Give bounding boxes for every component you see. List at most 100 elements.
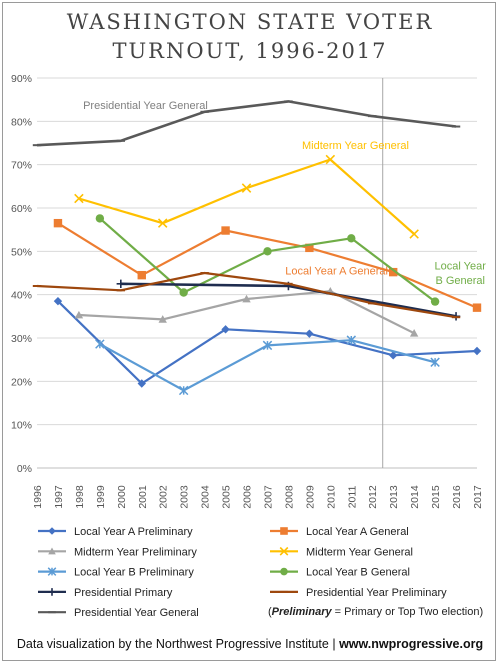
data-point-marker xyxy=(241,183,252,193)
legend-note-emph: Preliminary xyxy=(272,606,333,618)
x-tick-label: 2010 xyxy=(325,485,337,509)
legend-label: Local Year A General xyxy=(306,526,409,538)
data-point-marker xyxy=(262,340,273,351)
chart-title-line-2: TURNOUT, 1996-2017 xyxy=(112,39,388,63)
data-point-marker xyxy=(388,267,398,277)
x-tick-label: 2013 xyxy=(388,485,400,509)
data-point-marker xyxy=(279,546,289,556)
chart-title-line-1: WASHINGTON STATE VOTER xyxy=(66,10,434,34)
y-tick-label: 90% xyxy=(11,73,32,85)
data-point-marker xyxy=(430,357,440,367)
legend-entry: Local Year A General xyxy=(270,526,409,538)
x-tick-label: 2005 xyxy=(221,485,233,509)
annotation-label: Local Year A General xyxy=(285,265,388,277)
footer-site-link[interactable]: www.nwprogressive.org xyxy=(339,637,484,651)
series-local-year-b-general xyxy=(95,214,440,306)
legend-label: Midterm Year Preliminary xyxy=(74,546,197,558)
series-presidential-primary xyxy=(116,279,461,321)
series-presidential-year-preliminary xyxy=(32,271,461,319)
annotation-label: B General xyxy=(435,275,485,287)
legend-label: Midterm Year General xyxy=(306,546,413,558)
data-point-marker xyxy=(53,218,63,228)
x-tick-label: 2000 xyxy=(116,485,128,509)
x-tick-label: 2011 xyxy=(346,486,358,509)
x-tick-label: 2003 xyxy=(179,485,191,509)
data-point-marker xyxy=(95,339,105,349)
legend-note-open: ( xyxy=(268,606,272,618)
data-point-marker xyxy=(53,296,63,306)
data-point-marker xyxy=(47,567,57,576)
y-tick-label: 50% xyxy=(11,246,32,258)
x-tick-label: 2007 xyxy=(262,485,274,509)
x-tick-label: 1998 xyxy=(74,485,86,509)
data-point-marker xyxy=(116,279,126,289)
data-point-marker xyxy=(409,329,419,337)
data-point-marker xyxy=(325,154,336,165)
data-point-marker xyxy=(472,346,482,356)
data-point-marker xyxy=(242,294,251,303)
data-point-marker xyxy=(221,325,230,334)
legend-label: Presidential Year Preliminary xyxy=(306,587,447,599)
data-point-marker xyxy=(157,218,168,228)
data-point-marker xyxy=(74,193,84,204)
legend: Local Year A Preliminary Local Year A Gen… xyxy=(38,526,447,619)
series-line xyxy=(99,217,436,303)
y-tick-label: 0% xyxy=(17,463,32,475)
series-local-year-a-general xyxy=(53,218,482,312)
series-lines xyxy=(32,100,482,396)
annotation-label: Midterm Year General xyxy=(302,140,409,152)
annotation-label: Local Year xyxy=(435,261,487,273)
y-tick-label: 10% xyxy=(11,420,32,432)
x-tick-label: 2009 xyxy=(304,485,316,509)
y-tick-label: 70% xyxy=(11,160,32,172)
data-point-marker xyxy=(305,243,314,253)
x-tick-label: 2014 xyxy=(409,485,421,509)
legend-entry: Local Year B Preliminary xyxy=(38,567,194,579)
data-point-marker xyxy=(263,247,272,256)
x-tick-label: 2001 xyxy=(137,485,149,509)
x-tick-label: 2004 xyxy=(200,485,212,509)
y-tick-label: 60% xyxy=(11,203,32,215)
x-tick-label: 2017 xyxy=(472,485,484,509)
data-point-marker xyxy=(137,270,146,280)
series-line xyxy=(78,158,415,235)
grid-lines xyxy=(37,77,477,469)
data-point-marker xyxy=(280,527,288,535)
x-tick-label: 1999 xyxy=(95,485,107,509)
legend-entry: Presidential Year General xyxy=(38,607,199,619)
data-point-marker xyxy=(48,547,56,555)
x-tick-label: 2002 xyxy=(158,485,170,509)
chart-title: WASHINGTON STATE VOTER TURNOUT, 1996-201… xyxy=(0,8,500,66)
data-point-marker xyxy=(388,351,398,360)
x-tick-label: 2015 xyxy=(430,485,442,509)
series-line xyxy=(36,271,457,319)
y-axis-tick-labels: 0% 10% 20% 30% 40% 50% 60% 70% 80% 90% xyxy=(11,73,32,475)
data-point-marker xyxy=(280,567,288,576)
x-tick-label: 2006 xyxy=(242,485,254,509)
data-point-marker xyxy=(179,288,188,297)
data-point-marker xyxy=(48,588,56,596)
footer-credit-text: Data visualization by the Northwest Prog… xyxy=(16,637,340,651)
legend-entry: Midterm Year Preliminary xyxy=(38,546,197,558)
legend-entry: Local Year B General xyxy=(270,567,410,579)
data-point-marker xyxy=(346,335,357,345)
legend-entry: Presidential Primary xyxy=(38,587,173,599)
legend-label: Presidential Primary xyxy=(74,587,173,599)
legend-entry: Local Year A Preliminary xyxy=(38,526,193,538)
data-point-marker xyxy=(430,297,440,306)
y-tick-label: 40% xyxy=(11,290,32,302)
data-point-marker xyxy=(409,229,419,239)
y-tick-label: 30% xyxy=(11,333,32,345)
series-local-year-b-preliminary xyxy=(95,335,440,396)
footer-credit: Data visualization by the Northwest Prog… xyxy=(0,637,500,651)
legend-entry: Midterm Year General xyxy=(270,546,413,558)
data-point-marker xyxy=(221,226,230,235)
series-line xyxy=(57,222,478,309)
data-point-marker xyxy=(158,315,167,323)
data-point-marker xyxy=(178,385,189,396)
data-point-marker xyxy=(95,214,105,223)
series-line xyxy=(36,100,457,147)
y-tick-label: 80% xyxy=(11,116,32,128)
x-tick-label: 2016 xyxy=(451,485,463,509)
